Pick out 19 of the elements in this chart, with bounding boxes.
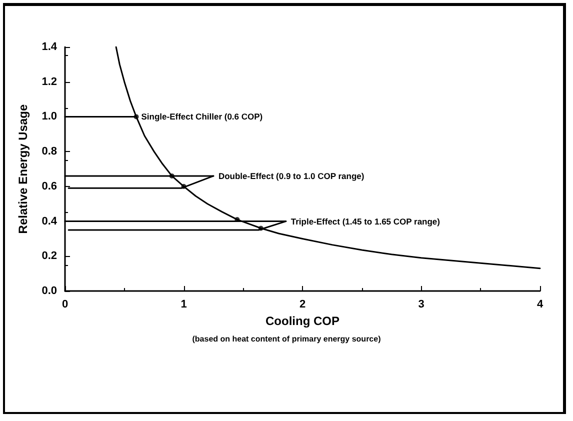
y-axis-title: Relative Energy Usage — [16, 104, 30, 234]
annotation: Single-Effect Chiller (0.6 COP) — [141, 112, 263, 122]
x-tick-label: 2 — [299, 298, 306, 310]
x-tick-label: 3 — [418, 298, 424, 310]
annotation: Triple-Effect (1.45 to 1.65 COP range) — [290, 216, 440, 226]
y-tick-label: 0.4 — [42, 215, 58, 228]
y-tick-label: 0.2 — [42, 250, 57, 262]
x-tick-label: 4 — [536, 298, 544, 310]
y-tick-label: 0.6 — [42, 180, 57, 192]
y-tick-label: 1.2 — [42, 76, 57, 88]
y-tick-label: 0.0 — [42, 285, 57, 297]
x-axis-title: Cooling COP — [266, 314, 340, 328]
y-tick-label: 0.8 — [42, 146, 57, 158]
annotation: Double-Effect (0.9 to 1.0 COP range) — [218, 170, 364, 181]
y-tick-label: 1.4 — [42, 41, 58, 53]
text: (based on heat content of primary energy source) — [192, 334, 382, 344]
x-tick-label: 0 — [62, 298, 68, 310]
x-tick-label: 1 — [180, 298, 187, 310]
y-tick-label: 1.0 — [42, 110, 57, 123]
